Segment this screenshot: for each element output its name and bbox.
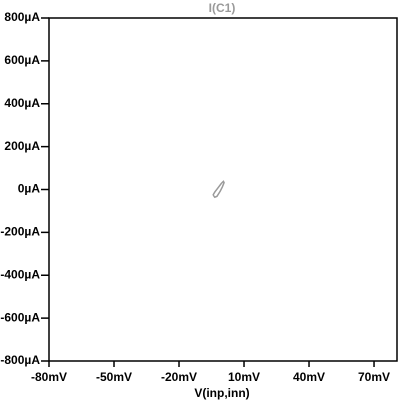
- trace: [212, 180, 225, 199]
- x-tick-label: 10mV: [228, 370, 260, 384]
- x-tick-label: -50mV: [96, 370, 132, 384]
- y-tick-label: 800µA: [4, 10, 40, 24]
- y-tick-label: 600µA: [4, 53, 40, 67]
- x-tick-label: -20mV: [161, 370, 197, 384]
- y-tick-label: -600µA: [0, 310, 40, 324]
- x-tick-label: -80mV: [31, 370, 67, 384]
- x-axis-label: V(inp,inn): [194, 386, 249, 400]
- y-tick-label: -200µA: [0, 225, 40, 239]
- y-tick-label: -800µA: [0, 353, 40, 367]
- y-tick-label: -400µA: [0, 267, 40, 281]
- y-tick-label: 200µA: [4, 139, 40, 153]
- chart-title: I(C1): [209, 1, 236, 15]
- x-tick-label: 70mV: [358, 370, 390, 384]
- y-tick-label: 400µA: [4, 96, 40, 110]
- x-tick-label: 40mV: [293, 370, 325, 384]
- y-tick-label: 0µA: [18, 182, 41, 196]
